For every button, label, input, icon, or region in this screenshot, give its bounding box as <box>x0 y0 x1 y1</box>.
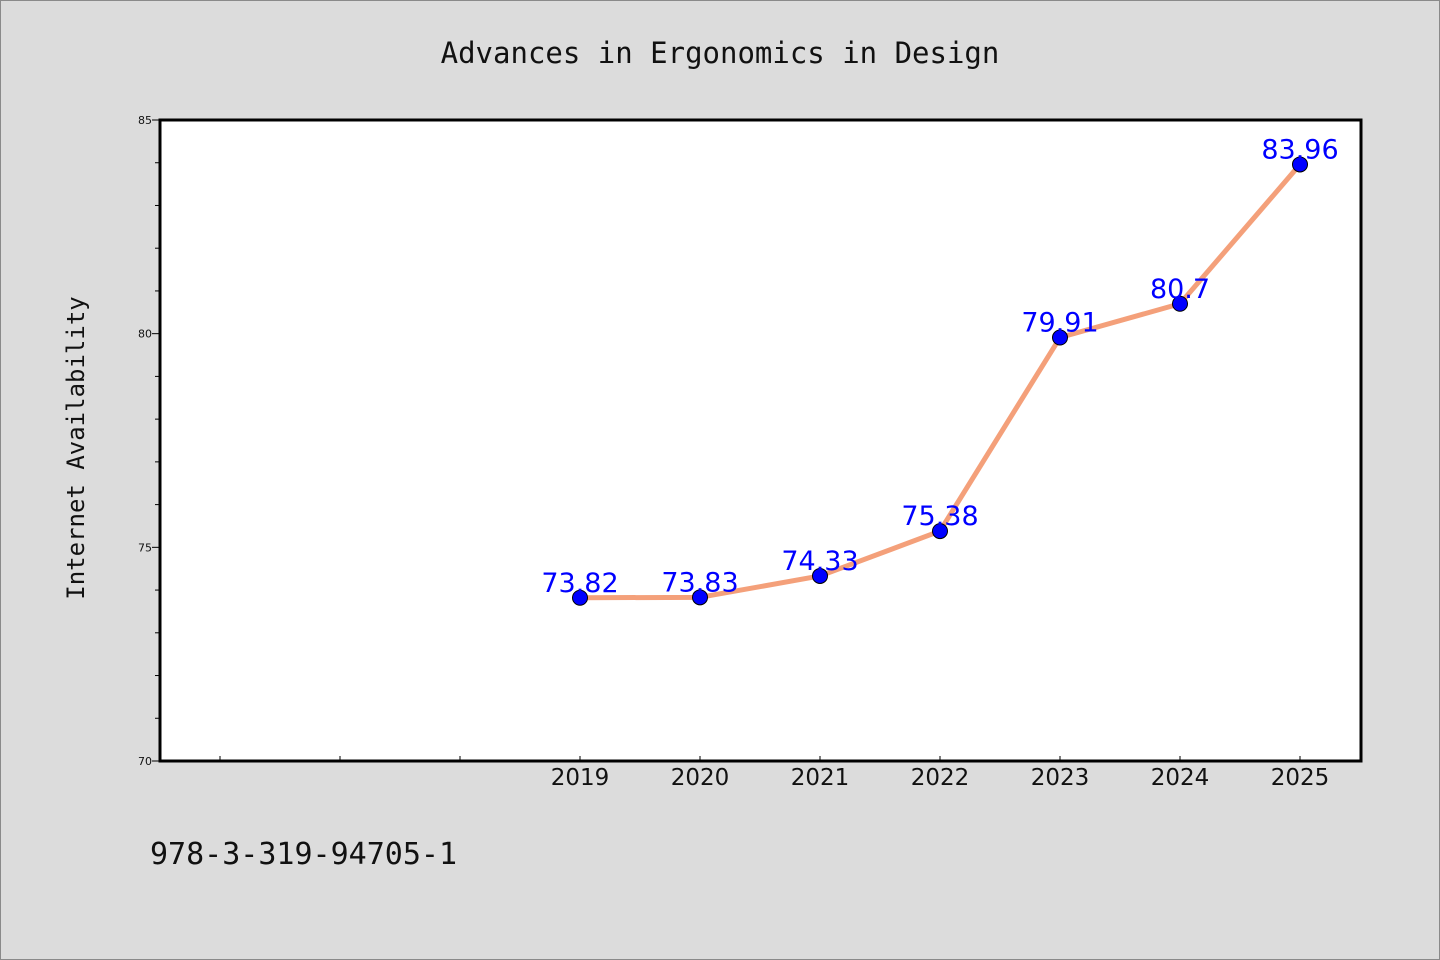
data-point <box>812 567 828 584</box>
x-tick-label: 2023 <box>1031 765 1090 791</box>
data-point <box>692 589 708 606</box>
data-point <box>1172 295 1188 312</box>
x-tick-label: 2024 <box>1151 765 1210 791</box>
x-tick-label: 2025 <box>1271 765 1330 791</box>
isbn-footer: 978-3-319-94705-1 <box>150 837 457 872</box>
data-point <box>1292 156 1308 173</box>
y-axis: 70 75 80 85 <box>138 114 160 768</box>
data-point <box>932 523 948 540</box>
data-labels: 73.82 73.83 74.33 75.38 79.91 80.7 83.96 <box>541 134 1338 598</box>
y-tick-label: 75 <box>138 541 152 554</box>
plot-area <box>158 118 1363 763</box>
data-point <box>572 589 588 606</box>
data-label: 73.82 <box>541 568 618 599</box>
data-label: 75.38 <box>901 501 978 532</box>
x-tick-label: 2022 <box>911 765 970 791</box>
data-point <box>1052 329 1068 346</box>
y-axis-label: Internet Availability <box>62 296 90 599</box>
data-label: 73.83 <box>661 567 738 598</box>
x-axis: 2019 2020 2021 2022 2023 2024 2025 <box>219 756 1330 791</box>
x-tick-label: 2020 <box>671 765 730 791</box>
y-tick-label: 80 <box>138 328 152 341</box>
y-tick-label: 85 <box>138 114 152 127</box>
chart-title: Advances in Ergonomics in Design <box>441 36 1000 70</box>
data-label: 83.96 <box>1261 134 1338 165</box>
data-label: 79.91 <box>1021 308 1098 339</box>
data-label: 80.7 <box>1150 274 1210 305</box>
x-tick-label: 2019 <box>551 765 610 791</box>
data-label: 74.33 <box>781 546 858 577</box>
x-tick-label: 2021 <box>791 765 850 791</box>
data-markers <box>572 156 1308 606</box>
y-tick-label: 70 <box>138 755 152 768</box>
